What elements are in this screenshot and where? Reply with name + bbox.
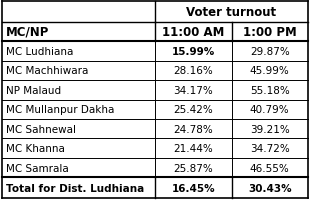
Text: 15.99%: 15.99% [172, 47, 215, 57]
Text: MC Mullanpur Dakha: MC Mullanpur Dakha [6, 105, 114, 115]
Text: 11:00 AM: 11:00 AM [162, 26, 224, 39]
Text: MC/NP: MC/NP [6, 26, 49, 39]
Text: MC Ludhiana: MC Ludhiana [6, 47, 73, 57]
Text: 25.42%: 25.42% [173, 105, 213, 115]
Text: 30.43%: 30.43% [248, 183, 292, 193]
Text: 40.79%: 40.79% [250, 105, 290, 115]
Text: 1:00 PM: 1:00 PM [243, 26, 297, 39]
Text: 16.45%: 16.45% [171, 183, 215, 193]
Text: 28.16%: 28.16% [173, 66, 213, 76]
Text: Total for Dist. Ludhiana: Total for Dist. Ludhiana [6, 183, 144, 193]
Text: NP Malaud: NP Malaud [6, 85, 61, 95]
Text: MC Khanna: MC Khanna [6, 143, 65, 153]
Text: MC Samrala: MC Samrala [6, 163, 69, 173]
Text: MC Sahnewal: MC Sahnewal [6, 124, 76, 134]
Text: 39.21%: 39.21% [250, 124, 290, 134]
Text: 34.17%: 34.17% [173, 85, 213, 95]
Text: 55.18%: 55.18% [250, 85, 290, 95]
Text: Voter turnout: Voter turnout [186, 6, 277, 19]
Text: 34.72%: 34.72% [250, 143, 290, 153]
Text: 25.87%: 25.87% [173, 163, 213, 173]
Text: 24.78%: 24.78% [173, 124, 213, 134]
Text: 45.99%: 45.99% [250, 66, 290, 76]
Text: MC Machhiwara: MC Machhiwara [6, 66, 88, 76]
Text: 29.87%: 29.87% [250, 47, 290, 57]
Text: 21.44%: 21.44% [173, 143, 213, 153]
Text: 46.55%: 46.55% [250, 163, 290, 173]
